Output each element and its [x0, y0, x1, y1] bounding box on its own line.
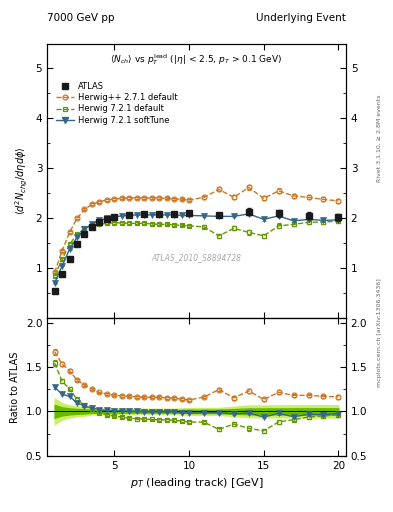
Text: Rivet 3.1.10, ≥ 2.8M events: Rivet 3.1.10, ≥ 2.8M events	[377, 95, 382, 182]
Text: Underlying Event: Underlying Event	[256, 13, 346, 23]
Legend: ATLAS, Herwig++ 2.7.1 default, Herwig 7.2.1 default, Herwig 7.2.1 softTune: ATLAS, Herwig++ 2.7.1 default, Herwig 7.…	[54, 81, 179, 126]
Y-axis label: $\langle d^2 N_{chg}/d\eta d\phi \rangle$: $\langle d^2 N_{chg}/d\eta d\phi \rangle…	[14, 146, 30, 215]
Text: 7000 GeV pp: 7000 GeV pp	[47, 13, 115, 23]
X-axis label: $p_T$ (leading track) [GeV]: $p_T$ (leading track) [GeV]	[130, 476, 263, 490]
Y-axis label: Ratio to ATLAS: Ratio to ATLAS	[10, 351, 20, 423]
Text: ATLAS_2010_S8894728: ATLAS_2010_S8894728	[151, 253, 242, 262]
Text: mcplots.cern.ch [arXiv:1306.3436]: mcplots.cern.ch [arXiv:1306.3436]	[377, 279, 382, 387]
Text: $\langle N_{ch}\rangle$ vs $p_T^{\rm lead}$ ($|\eta|$ < 2.5, $p_T$ > 0.1 GeV): $\langle N_{ch}\rangle$ vs $p_T^{\rm lea…	[110, 52, 283, 67]
